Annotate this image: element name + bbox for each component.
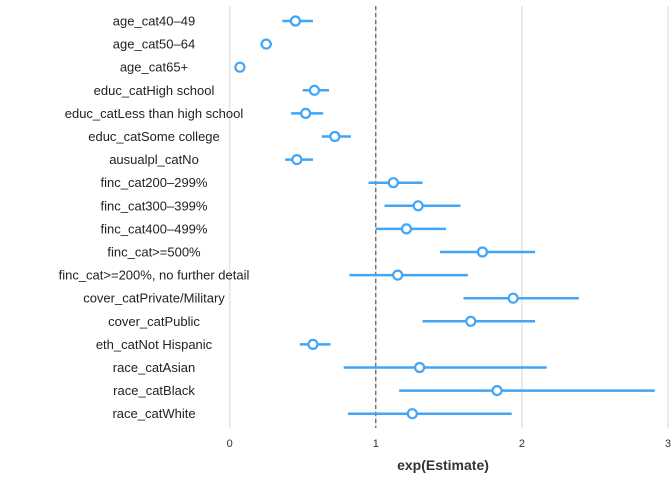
term-label: race_catBlack bbox=[113, 383, 195, 398]
term-label: educ_catLess than high school bbox=[65, 106, 244, 121]
term-label: finc_cat300–399% bbox=[101, 198, 208, 213]
x-tick-label: 0 bbox=[227, 438, 233, 450]
point-estimate bbox=[260, 38, 272, 50]
point-estimate bbox=[289, 15, 302, 27]
point-estimate bbox=[414, 361, 426, 374]
term-label: ausualpl_catNo bbox=[109, 152, 199, 167]
term-label: eth_catNot Hispanic bbox=[96, 337, 213, 352]
point-estimate bbox=[308, 84, 321, 96]
term-label: race_catAsian bbox=[113, 360, 195, 375]
term-label: finc_cat>=500% bbox=[107, 245, 201, 260]
term-label: age_cat40–49 bbox=[113, 14, 195, 29]
x-tick-label: 2 bbox=[519, 438, 525, 450]
point-estimate bbox=[465, 315, 477, 327]
term-label: educ_catSome college bbox=[88, 129, 220, 144]
point-estimate bbox=[476, 246, 489, 258]
point-estimate bbox=[387, 177, 399, 189]
x-tick-label: 3 bbox=[665, 438, 671, 450]
term-label: finc_cat>=200%, no further detail bbox=[59, 268, 250, 283]
point-estimate bbox=[300, 107, 312, 120]
term-label-layer: age_cat40–49 age_cat50–64 age_cat65+ educ_c… bbox=[59, 14, 250, 422]
term-label: cover_catPublic bbox=[108, 314, 200, 329]
point-estimate bbox=[406, 408, 418, 420]
x-axis-title: exp(Estimate) bbox=[397, 457, 489, 473]
point-estimate bbox=[329, 130, 341, 143]
point-estimate bbox=[412, 200, 424, 212]
point-estimate-layer bbox=[234, 15, 519, 420]
confidence-interval-layer bbox=[236, 19, 655, 415]
term-label: finc_cat400–499% bbox=[101, 221, 208, 236]
term-label: cover_catPrivate/Military bbox=[83, 291, 225, 306]
term-label: age_cat50–64 bbox=[113, 37, 195, 52]
point-estimate bbox=[491, 385, 503, 397]
term-label: race_catWhite bbox=[112, 406, 195, 421]
point-estimate bbox=[507, 292, 519, 304]
point-estimate bbox=[400, 223, 413, 235]
point-estimate bbox=[234, 61, 246, 73]
point-estimate bbox=[392, 269, 404, 281]
x-tick-layer: 0 1 2 3 bbox=[227, 438, 671, 450]
x-tick-label: 1 bbox=[373, 438, 379, 450]
term-label: educ_catHigh school bbox=[94, 83, 215, 98]
term-label: age_cat65+ bbox=[120, 60, 188, 75]
point-estimate bbox=[307, 338, 319, 350]
term-label: finc_cat200–299% bbox=[101, 175, 208, 190]
grid-layer bbox=[228, 6, 669, 428]
point-estimate bbox=[291, 154, 303, 166]
